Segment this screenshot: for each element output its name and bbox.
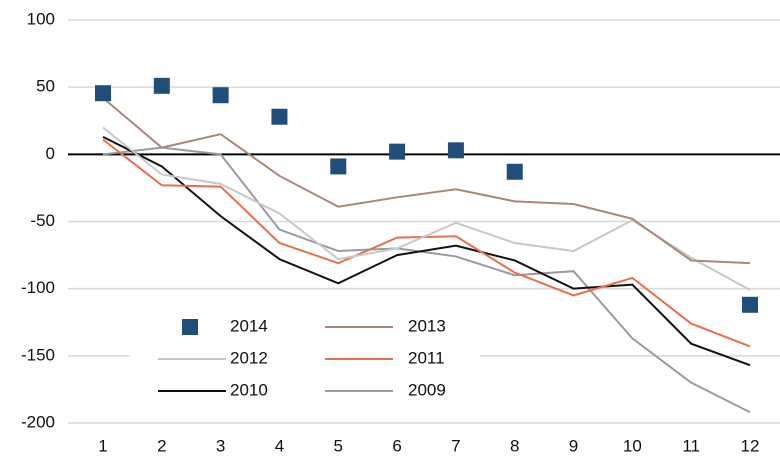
legend-label: 2009 [408, 380, 446, 399]
x-tick-label: 5 [334, 436, 343, 455]
marker [271, 108, 288, 125]
y-tick-label: 100 [27, 9, 55, 28]
y-tick-label: 50 [36, 77, 55, 96]
series-line [102, 135, 751, 367]
x-tick-label: 11 [682, 436, 700, 455]
legend-label: 2013 [408, 316, 446, 335]
marker [153, 77, 170, 94]
y-tick-label: 0 [46, 144, 55, 163]
y-tick-label: -100 [21, 278, 55, 297]
y-tick-label: -50 [30, 211, 55, 230]
legend-label: 2010 [230, 380, 268, 399]
legend-label: 2011 [408, 348, 445, 367]
legend-label: 2014 [230, 316, 268, 335]
x-tick-label: 12 [741, 436, 760, 455]
x-tick-label: 6 [392, 436, 401, 455]
legend-marker [182, 319, 198, 335]
x-tick-label: 4 [275, 436, 284, 455]
marker [742, 296, 758, 313]
series-line [102, 146, 751, 414]
series-line [102, 97, 751, 265]
marker [330, 158, 347, 175]
y-tick-label: -150 [21, 345, 55, 364]
x-tick-label: 7 [451, 436, 460, 455]
series-line [102, 138, 751, 348]
marker [95, 85, 111, 102]
x-tick-label: 3 [216, 436, 225, 455]
marker [212, 87, 229, 104]
marker [506, 163, 523, 180]
legend-label: 2012 [230, 348, 268, 367]
x-tick-label: 9 [569, 436, 578, 455]
marker [389, 143, 406, 160]
x-tick-label: 8 [510, 436, 519, 455]
marker [447, 142, 464, 159]
x-tick-label: 2 [157, 436, 166, 455]
x-tick-label: 10 [623, 436, 642, 455]
x-tick-label: 1 [98, 436, 107, 455]
y-tick-label: -200 [21, 412, 55, 431]
